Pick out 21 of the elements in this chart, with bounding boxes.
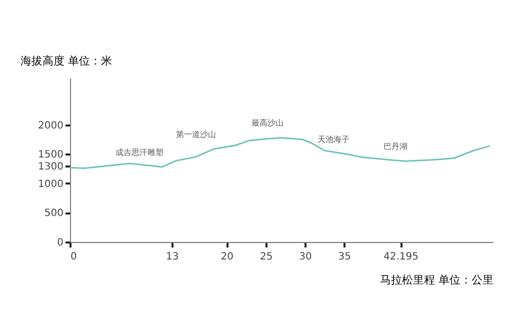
x-tick-label: 0	[70, 252, 77, 262]
annotation: 成吉思汗雕塑	[116, 148, 164, 158]
annotation: 第一道沙山	[176, 130, 216, 139]
x-tick-label: 30	[299, 252, 312, 262]
y-tick-label: 1000	[38, 178, 64, 190]
annotation: 最高沙山	[252, 118, 284, 128]
y-axis-title: 海拔高度 单位：米	[20, 54, 112, 68]
line-series	[69, 136, 491, 169]
annotation: 天池海子	[317, 135, 350, 144]
y-tick-label: 1300	[38, 161, 64, 172]
y-tick-label: 500	[44, 208, 64, 220]
x-tick-label: 25	[260, 252, 273, 262]
y-tick-label: 0	[57, 238, 64, 248]
x-tick-label: 35	[338, 252, 352, 262]
x-tick-label: 20	[220, 252, 234, 262]
x-axis-title: 马拉松里程 单位：公里	[380, 274, 494, 286]
x-tick-label: 13	[166, 252, 179, 262]
y-tick-label: 1500	[38, 150, 64, 161]
y-tick-label: 2000	[38, 120, 64, 132]
x-tick-label: 42.195	[384, 252, 419, 262]
annotation: 巴丹湖	[383, 142, 408, 152]
